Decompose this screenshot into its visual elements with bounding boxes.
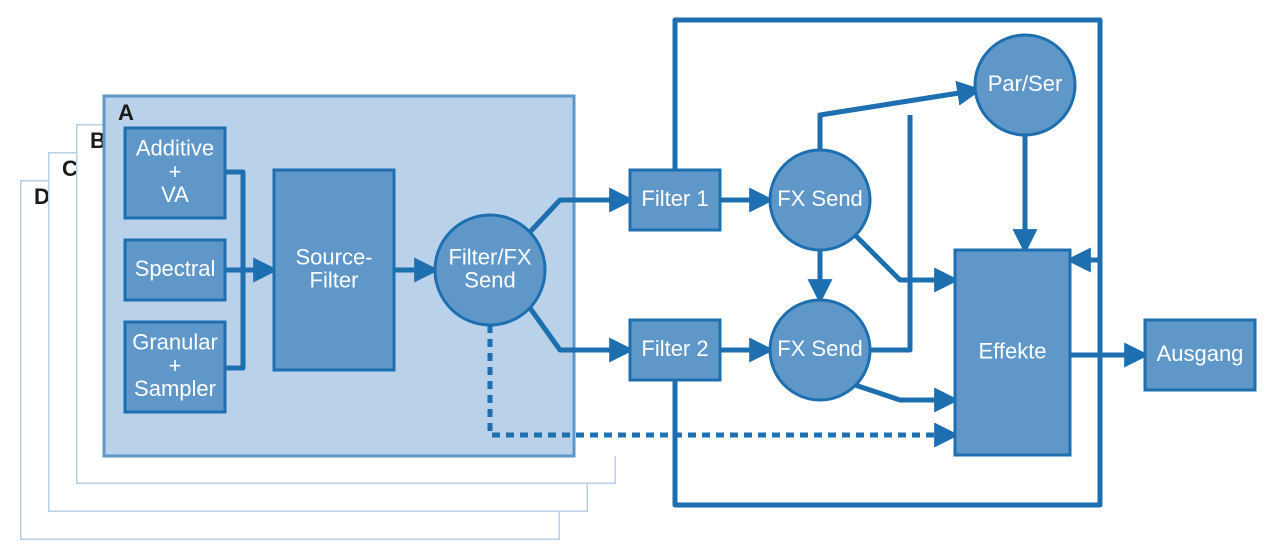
node-filter1: Filter 1 [630, 170, 720, 230]
node-label: Spectral [135, 256, 216, 281]
node-parser: Par/Ser [975, 35, 1075, 135]
node-effekte: Effekte [955, 250, 1070, 455]
node-label: FX Send [777, 186, 863, 211]
edge-fxsend2-effekte [855, 385, 955, 400]
edge-fxsend1-parser [820, 90, 978, 150]
edge-fxsend1-effekte [855, 235, 955, 280]
node-label: Effekte [978, 338, 1046, 363]
node-fxsend1: FX Send [770, 150, 870, 250]
node-label: FX Send [777, 336, 863, 361]
node-label: Ausgang [1157, 341, 1244, 366]
node-label: Filter 2 [641, 336, 708, 361]
node-granular: Granular+Sampler [125, 322, 225, 412]
node-label: Par/Ser [988, 71, 1063, 96]
node-filter2: Filter 2 [630, 320, 720, 380]
node-label: Filter 1 [641, 186, 708, 211]
node-spectral: Spectral [125, 240, 225, 300]
node-fxsend2: FX Send [770, 300, 870, 400]
layer-label-A: A [118, 100, 134, 125]
node-ausgang: Ausgang [1145, 320, 1255, 390]
node-filtfxsend: Filter/FXSend [435, 215, 545, 325]
layer-label-C: C [62, 156, 78, 181]
node-sourcefilter: Source-Filter [274, 170, 394, 370]
edge-fxsend2-parser [870, 115, 910, 350]
node-additive: Additive+VA [125, 128, 225, 218]
layer-label-D: D [34, 184, 50, 209]
